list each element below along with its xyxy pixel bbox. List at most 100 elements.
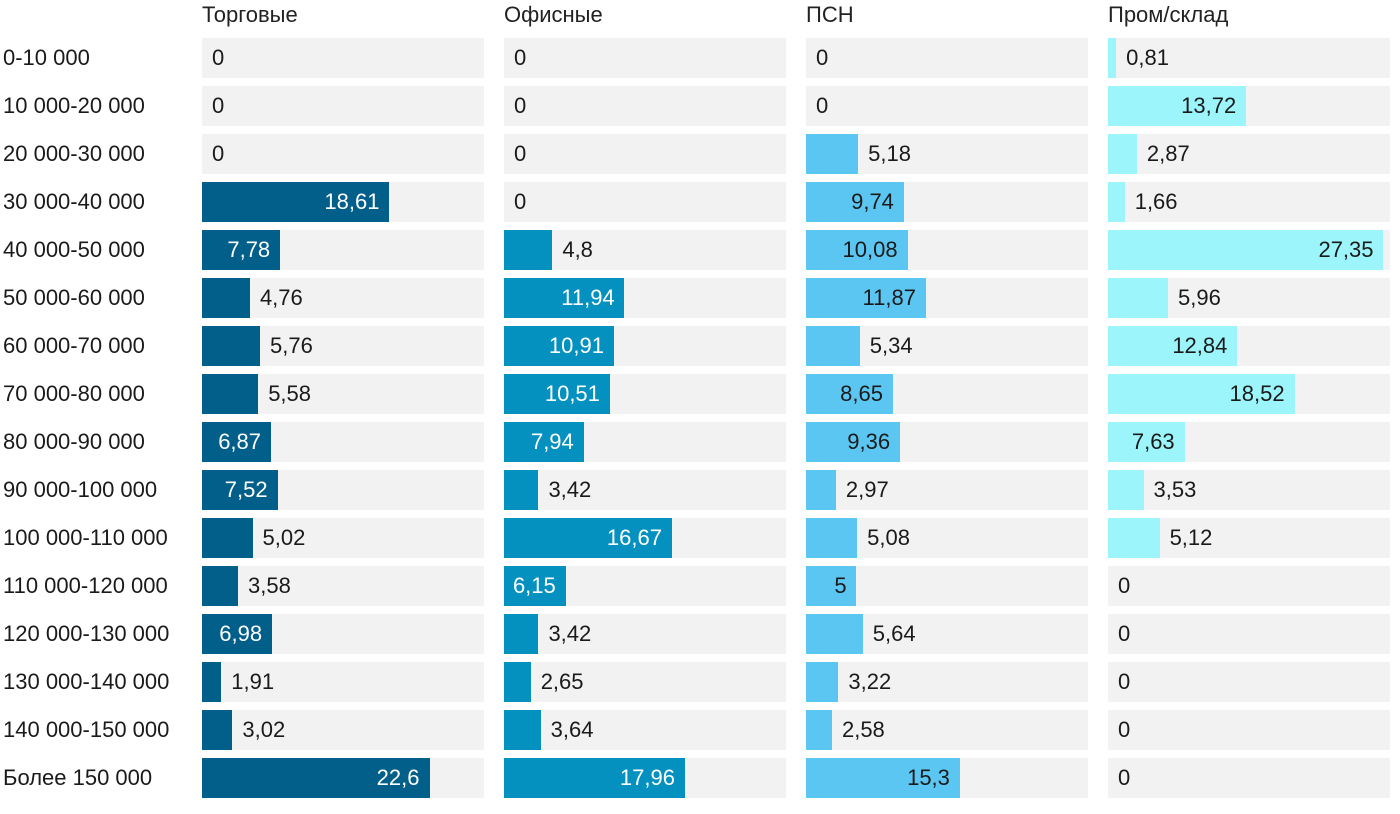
data-label: 5,76 [270,333,313,358]
bar-track: 11,87 [806,278,1088,318]
bar [504,278,625,318]
bar [202,182,390,222]
bar [806,518,858,558]
data-label: 18,52 [1229,381,1285,406]
bar-track: 5,18 [806,134,1088,174]
bar-track: 5,58 [202,374,484,414]
data-label: 5,64 [872,621,916,646]
data-label: 5,08 [867,525,910,550]
bar-track: 17,96 [504,758,786,798]
bar-track: 3,02 [202,710,484,750]
data-label: 5 [834,573,847,598]
bar [202,278,250,318]
bar-track: 18,52 [1108,374,1390,414]
bar-track: 0 [1108,662,1390,702]
bar-track: 6,15 [504,566,786,606]
bar-track: 3,22 [806,662,1088,702]
bar-track: 4,76 [202,278,484,318]
bar-track: 0 [202,38,484,78]
bar-track: 3,53 [1108,470,1390,510]
bar-track: 10,51 [504,374,786,414]
bar-track: 5,34 [806,326,1088,366]
bar [202,326,260,366]
data-label: 0 [1118,717,1131,742]
bar [504,614,539,654]
data-label: 0 [1118,573,1131,598]
data-label: 3,53 [1153,477,1197,502]
row-label: 0-10 000 [3,45,90,70]
bar-track: 7,52 [202,470,484,510]
row-label: 50 000-60 000 [3,285,145,310]
bar-track: 5,12 [1108,518,1390,558]
bar-track: 5,96 [1108,278,1390,318]
bar [504,758,685,798]
bar [504,470,539,510]
bar-track: 13,72 [1108,86,1390,126]
data-label: 1,91 [231,669,275,694]
data-label: 10,91 [548,333,604,358]
data-label: 0 [514,189,527,214]
data-label: 2,97 [845,477,889,502]
bar-track: 10,08 [806,230,1088,270]
bar [806,326,860,366]
row-label: 90 000-100 000 [3,477,158,502]
bar [504,710,541,750]
data-label: 9,74 [851,189,894,214]
data-label: 15,3 [907,765,950,790]
data-label: 3,42 [548,477,592,502]
row-label: 120 000-130 000 [3,621,170,646]
bar [1108,422,1185,462]
bar [202,614,273,654]
bar-track: 6,98 [202,614,484,654]
data-label: 9,36 [847,429,891,454]
bar-track: 2,87 [1108,134,1390,174]
row-label: 20 000-30 000 [3,141,145,166]
data-label: 7,94 [530,429,574,454]
bar-track: 9,74 [806,182,1088,222]
data-label: 7,52 [224,477,268,502]
bar [806,278,926,318]
bar-track: 2,65 [504,662,786,702]
bar [504,230,553,270]
data-label: 0 [212,141,225,166]
data-label: 0 [1118,621,1131,646]
bar-track: 9,36 [806,422,1088,462]
bar-track: 7,78 [202,230,484,270]
data-label: 2,58 [841,717,885,742]
bar [1108,374,1295,414]
bar [1108,230,1384,270]
series-title: Торговые [202,2,298,27]
bar [806,374,894,414]
bar [202,566,239,606]
data-label: 0,81 [1126,45,1169,70]
data-label: 3,58 [248,573,291,598]
bar-track: 0 [1108,566,1390,606]
bar [806,182,905,222]
bar-track: 8,65 [806,374,1088,414]
data-label: 0 [1118,765,1131,790]
bar-track: 0 [202,86,484,126]
row-label: 10 000-20 000 [3,93,145,118]
bar [504,662,531,702]
bar [1108,326,1238,366]
bar-track: 0 [202,134,484,174]
series-title: Пром/склад [1108,2,1229,27]
bar-track: 1,91 [202,662,484,702]
data-label: 11,87 [862,285,916,310]
bar [504,374,610,414]
bar [202,470,278,510]
bar-track: 0 [504,182,786,222]
bar-track: 0 [1108,710,1390,750]
bar [806,230,908,270]
data-label: 0 [816,93,829,118]
row-label: 40 000-50 000 [3,237,145,262]
data-label: 0 [1118,669,1131,694]
data-label: 6,98 [219,621,263,646]
row-label: 130 000-140 000 [3,669,170,694]
bar-track: 0 [504,86,786,126]
data-label: 5,34 [869,333,913,358]
bar [202,518,253,558]
bar [202,710,233,750]
bar-track: 0 [806,38,1088,78]
